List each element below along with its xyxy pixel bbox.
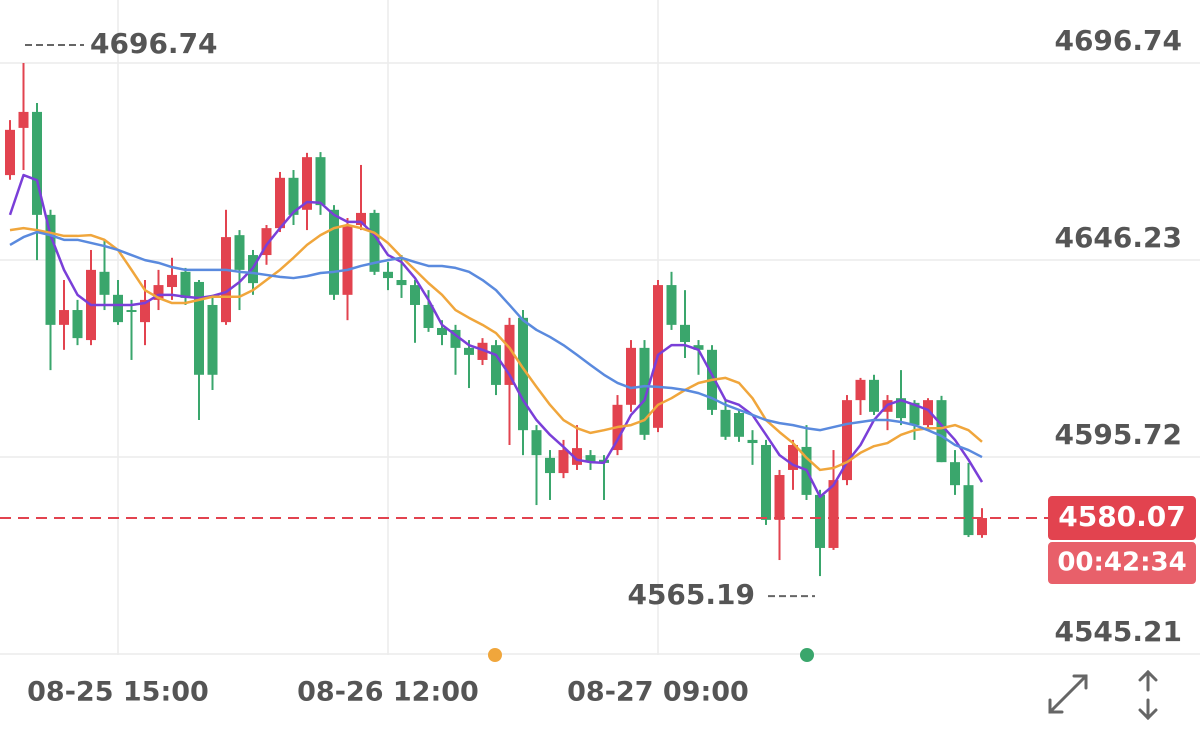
moving-average-line <box>8 173 984 499</box>
candle-body <box>221 237 231 323</box>
candle-body <box>464 347 474 355</box>
candle-body <box>356 212 366 226</box>
candle-body <box>936 400 947 463</box>
candle-body <box>977 518 987 536</box>
expand-icon[interactable] <box>1048 674 1088 714</box>
y-tick-label: 4595.72 <box>1054 418 1182 451</box>
candle-body <box>558 450 569 474</box>
candle-body <box>423 304 434 328</box>
candle-body <box>288 177 299 215</box>
candle-body <box>896 398 906 419</box>
x-tick-label: 08-27 09:00 <box>567 677 749 708</box>
candle-body <box>909 402 920 426</box>
candle-body <box>59 310 69 325</box>
y-tick-label: 4646.23 <box>1054 221 1182 254</box>
candle-body <box>626 347 636 405</box>
last-price-label: 4580.07 <box>1058 500 1186 533</box>
candle-body <box>666 285 677 325</box>
candle-body <box>504 324 515 385</box>
candle-body <box>855 379 866 401</box>
x-tick-label: 08-25 15:00 <box>27 677 209 708</box>
candle-body <box>815 494 825 548</box>
candle-body <box>869 379 879 412</box>
moving-average-line <box>9 223 983 472</box>
candle-body <box>761 444 771 520</box>
candle-body <box>639 347 650 435</box>
candle-body <box>72 310 83 339</box>
candle-body <box>437 327 447 336</box>
candle-body <box>734 413 744 437</box>
candle-body <box>788 444 798 470</box>
candle-body <box>261 228 272 256</box>
candle-body <box>45 214 56 325</box>
high-label: 4696.74 <box>90 27 218 60</box>
marks-layer: 4696.74 4565.19 4580.07 00:42:34 <box>0 27 1196 611</box>
candle-body <box>369 212 380 272</box>
candle-body <box>194 281 204 375</box>
candle-body <box>126 310 137 312</box>
candle-body <box>32 111 42 215</box>
candle-body <box>140 299 150 323</box>
candle-body <box>518 317 528 431</box>
candle-body <box>747 439 758 444</box>
countdown-tag <box>1048 542 1196 585</box>
moving-average-line <box>9 230 983 459</box>
candle-body <box>585 455 596 463</box>
candle-body <box>5 129 15 176</box>
candle-body <box>113 294 123 323</box>
candle-body <box>572 448 582 465</box>
candle-body <box>842 400 852 481</box>
candle-body <box>383 271 393 279</box>
candle-body <box>531 430 542 456</box>
candle-body <box>18 111 29 128</box>
candle-body <box>477 342 488 360</box>
low-label: 4565.19 <box>627 578 755 611</box>
candle-body <box>693 345 704 350</box>
last-price-tag <box>1048 496 1196 541</box>
candle-body <box>680 324 690 343</box>
candle-body <box>302 157 312 210</box>
candle-body <box>180 271 191 298</box>
x-tick-label: 08-26 12:00 <box>297 677 479 708</box>
candle-body <box>720 409 731 437</box>
event-marker[interactable] <box>488 648 502 662</box>
candle-body <box>234 235 245 270</box>
candle-body <box>828 480 839 548</box>
candle-body <box>153 285 164 300</box>
scale-icon[interactable] <box>1138 669 1158 721</box>
candle-body <box>275 177 285 229</box>
candle-body <box>342 225 353 295</box>
candle-body <box>410 285 420 305</box>
y-tick-label: 4545.21 <box>1054 615 1182 648</box>
candle-body <box>963 485 974 536</box>
candle-body <box>774 475 785 520</box>
countdown-label: 00:42:34 <box>1057 548 1186 578</box>
candle-body <box>315 157 326 206</box>
grid-layer: 4545.21 4595.72 4646.23 4696.74 08-25 15:00 0… <box>0 0 1200 708</box>
candle-body <box>99 271 110 295</box>
candle-body <box>923 400 933 426</box>
candle-body <box>207 304 218 375</box>
y-tick-label: 4696.74 <box>1054 24 1182 57</box>
candle-body <box>396 280 407 286</box>
candle-body <box>545 457 555 474</box>
candle-body <box>329 209 339 295</box>
candle-body <box>450 329 461 348</box>
candle-body <box>950 462 960 486</box>
event-marker[interactable] <box>800 648 814 662</box>
candle-body <box>167 274 177 288</box>
candle-body <box>491 345 501 385</box>
